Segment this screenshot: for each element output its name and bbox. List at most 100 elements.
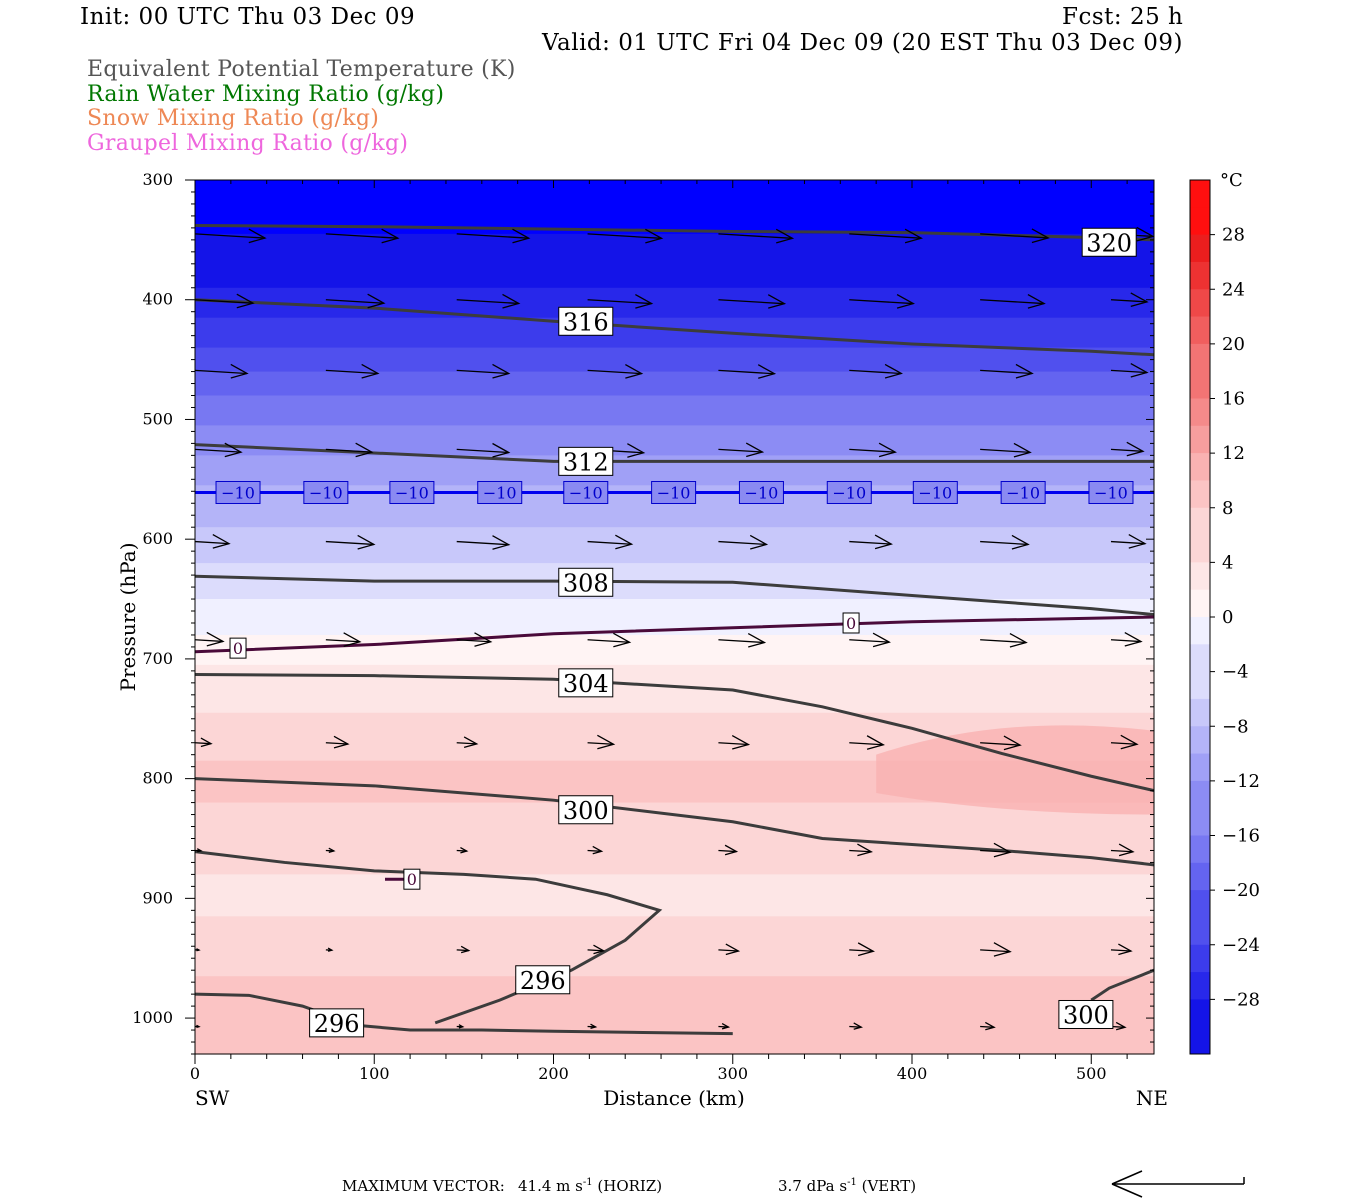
temperature-band bbox=[195, 204, 1154, 211]
temperature-band bbox=[195, 503, 1154, 510]
temperature-band bbox=[195, 958, 1154, 965]
isotherm-label: −10 bbox=[918, 483, 952, 502]
temperature-band bbox=[195, 647, 1154, 654]
temperature-band bbox=[195, 443, 1154, 450]
temperature-band bbox=[195, 282, 1154, 289]
colorbar-tick-label: −16 bbox=[1222, 826, 1260, 847]
colorbar-bin bbox=[1190, 399, 1210, 427]
colorbar-bin bbox=[1190, 317, 1210, 345]
reference-vector-arrow-icon bbox=[1108, 1168, 1248, 1202]
y-tick-label: 1000 bbox=[132, 1008, 173, 1027]
temperature-band bbox=[195, 545, 1154, 552]
colorbar-tick-label: 4 bbox=[1222, 552, 1233, 573]
contour-label: 304 bbox=[563, 670, 609, 698]
colorbar-bin bbox=[1190, 371, 1210, 399]
y-axis-label: Pressure (hPa) bbox=[116, 543, 140, 692]
isotherm-label: −10 bbox=[569, 483, 603, 502]
contour-label: 312 bbox=[563, 448, 609, 476]
temperature-band bbox=[195, 563, 1154, 570]
temperature-band bbox=[195, 1000, 1154, 1007]
colorbar-bin bbox=[1190, 480, 1210, 508]
colorbar-bin bbox=[1190, 1027, 1210, 1055]
temperature-band bbox=[195, 904, 1154, 911]
temperature-band bbox=[195, 413, 1154, 420]
temperature-band bbox=[195, 928, 1154, 935]
temperature-band bbox=[195, 252, 1154, 259]
temperature-band bbox=[195, 1042, 1154, 1049]
max-vert-vector: 3.7 dPa s-1 (VERT) bbox=[778, 1177, 916, 1195]
colorbar-bin bbox=[1190, 289, 1210, 317]
y-tick-label: 400 bbox=[142, 290, 173, 309]
colorbar-bin bbox=[1190, 535, 1210, 563]
temperature-band bbox=[195, 707, 1154, 714]
temperature-band bbox=[195, 910, 1154, 917]
temperature-band bbox=[195, 509, 1154, 516]
y-tick-label: 700 bbox=[142, 649, 173, 668]
colorbar-tick-label: 8 bbox=[1222, 498, 1233, 519]
colorbar-tick-label: −28 bbox=[1222, 989, 1260, 1010]
colorbar-bin bbox=[1190, 617, 1210, 645]
temperature-band bbox=[195, 713, 1154, 720]
temperature-band bbox=[195, 892, 1154, 899]
temperature-band bbox=[195, 833, 1154, 840]
temperature-band bbox=[195, 569, 1154, 576]
colorbar-bin bbox=[1190, 999, 1210, 1027]
temperature-band bbox=[195, 378, 1154, 385]
temperature-band bbox=[195, 521, 1154, 528]
isotherm-label: −10 bbox=[832, 483, 866, 502]
temperature-band bbox=[195, 431, 1154, 438]
y-tick-label: 600 bbox=[142, 529, 173, 548]
colorbar-bin bbox=[1190, 726, 1210, 754]
temperature-band bbox=[195, 258, 1154, 265]
temperature-band bbox=[195, 689, 1154, 696]
temperature-band bbox=[195, 838, 1154, 845]
temperature-band bbox=[195, 264, 1154, 271]
temperature-band bbox=[195, 198, 1154, 205]
temperature-band bbox=[195, 336, 1154, 343]
contour-label: 0 bbox=[407, 870, 417, 889]
isotherm-label: −10 bbox=[309, 483, 343, 502]
temperature-band bbox=[195, 880, 1154, 887]
max-vector-label: MAXIMUM VECTOR: bbox=[342, 1177, 505, 1195]
temperature-band bbox=[195, 940, 1154, 947]
temperature-band bbox=[195, 425, 1154, 432]
colorbar-bin bbox=[1190, 562, 1210, 590]
colorbar-bin bbox=[1190, 644, 1210, 672]
temperature-band bbox=[195, 533, 1154, 540]
temperature-band bbox=[195, 240, 1154, 247]
temperature-band bbox=[195, 294, 1154, 301]
temperature-band bbox=[195, 982, 1154, 989]
temperature-band bbox=[195, 719, 1154, 726]
colorbar-tick-label: 12 bbox=[1222, 443, 1245, 464]
colorbar-bin bbox=[1190, 235, 1210, 263]
temperature-band bbox=[195, 318, 1154, 325]
colorbar-tick-label: −24 bbox=[1222, 935, 1260, 956]
temperature-band bbox=[195, 210, 1154, 217]
temperature-band bbox=[195, 270, 1154, 277]
x-tick-label: 0 bbox=[190, 1064, 200, 1083]
temperature-band bbox=[195, 653, 1154, 660]
temperature-band bbox=[195, 186, 1154, 193]
temperature-band bbox=[195, 593, 1154, 600]
temperature-band bbox=[195, 605, 1154, 612]
temperature-band bbox=[195, 396, 1154, 403]
colorbar-bin bbox=[1190, 754, 1210, 782]
x-tick-label: 200 bbox=[538, 1064, 569, 1083]
temperature-band bbox=[195, 821, 1154, 828]
colorbar-bin bbox=[1190, 508, 1210, 536]
colorbar-bin bbox=[1190, 890, 1210, 918]
temperature-band bbox=[195, 976, 1154, 983]
colorbar-bin bbox=[1190, 808, 1210, 836]
isotherm-label: −10 bbox=[1094, 483, 1128, 502]
colorbar-unit: °C bbox=[1220, 170, 1243, 191]
colorbar-bin bbox=[1190, 699, 1210, 727]
colorbar-bin bbox=[1190, 836, 1210, 864]
colorbar-bin bbox=[1190, 945, 1210, 973]
contour-label: 296 bbox=[314, 1010, 360, 1038]
y-tick-label: 300 bbox=[142, 170, 173, 189]
colorbar-bin bbox=[1190, 672, 1210, 700]
temperature-band bbox=[195, 988, 1154, 995]
contour-label: 316 bbox=[563, 308, 609, 336]
x-axis-label: Distance (km) bbox=[603, 1086, 745, 1110]
x-tick-label: 100 bbox=[359, 1064, 390, 1083]
